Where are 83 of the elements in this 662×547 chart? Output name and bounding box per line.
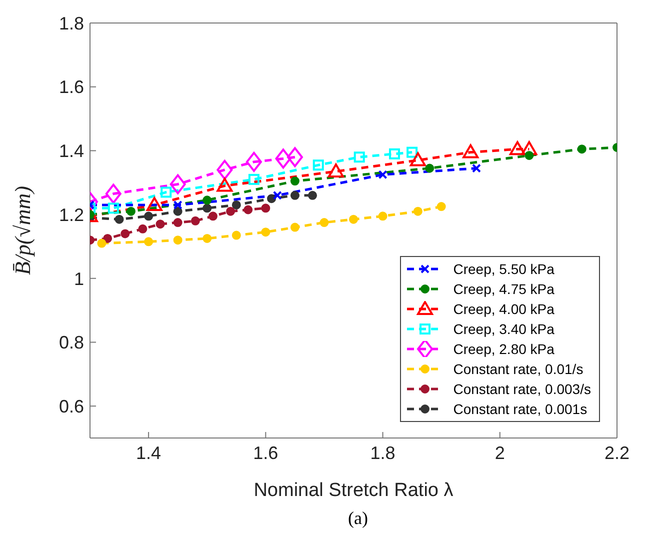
point xyxy=(308,190,318,200)
point xyxy=(138,224,148,234)
point xyxy=(290,176,300,186)
point xyxy=(173,236,182,245)
point xyxy=(216,160,233,180)
legend-label: Constant rate, 0.001s xyxy=(453,401,588,417)
point xyxy=(312,160,324,171)
point xyxy=(146,196,162,211)
point xyxy=(202,234,212,243)
point xyxy=(173,206,182,216)
point xyxy=(261,204,270,213)
point xyxy=(462,144,479,158)
point xyxy=(248,174,260,185)
point xyxy=(378,212,388,221)
point xyxy=(244,205,253,214)
y-tick-label: 1 xyxy=(74,268,84,289)
point xyxy=(190,216,200,226)
x-tick-label: 1.6 xyxy=(253,442,278,463)
point xyxy=(286,147,303,168)
point xyxy=(349,214,358,224)
y-tick-label: 0.6 xyxy=(58,396,84,416)
point xyxy=(413,206,422,216)
point xyxy=(202,196,212,205)
point xyxy=(97,238,106,248)
point xyxy=(272,190,282,200)
point xyxy=(290,222,300,232)
point xyxy=(144,237,154,246)
y-tick-label: 0.8 xyxy=(58,332,84,353)
point xyxy=(509,141,526,156)
point xyxy=(226,206,236,216)
point xyxy=(406,146,418,158)
point xyxy=(290,190,300,200)
x-tick-label: 1.4 xyxy=(136,442,162,463)
point xyxy=(105,184,122,204)
x-tick-label: 1.8 xyxy=(370,442,396,463)
point xyxy=(577,144,586,154)
point xyxy=(388,148,400,160)
point xyxy=(436,202,446,212)
point xyxy=(208,212,218,221)
point xyxy=(114,214,124,224)
point xyxy=(246,152,262,172)
point xyxy=(126,206,136,216)
point xyxy=(120,229,130,238)
point xyxy=(261,228,270,237)
point xyxy=(410,152,426,166)
point xyxy=(354,152,365,163)
point xyxy=(328,163,344,178)
point xyxy=(216,178,233,192)
legend-label: Creep, 3.40 kPa xyxy=(453,321,554,337)
legend-label: Creep, 5.50 kPa xyxy=(453,261,554,277)
legend-label: Creep, 4.00 kPa xyxy=(453,301,554,317)
y-tick-label: 1.6 xyxy=(58,77,84,98)
y-tick-label: 1.4 xyxy=(58,141,84,162)
point xyxy=(170,174,186,194)
point xyxy=(521,141,538,156)
point xyxy=(378,170,388,180)
point xyxy=(275,148,292,169)
point xyxy=(472,164,481,173)
y-tick-label: 1.2 xyxy=(58,204,84,225)
point xyxy=(144,212,154,221)
point xyxy=(160,186,172,198)
point xyxy=(425,164,434,173)
legend-label: Constant rate, 0.01/s xyxy=(453,361,584,377)
x-axis-title: Nominal Stretch Ratio λ xyxy=(254,480,454,501)
point xyxy=(202,204,212,213)
point xyxy=(173,218,182,228)
point xyxy=(524,150,534,160)
legend-label: Creep, 2.80 kPa xyxy=(453,341,554,357)
point xyxy=(232,230,241,240)
x-tick-label: 2.2 xyxy=(604,442,630,463)
point xyxy=(156,220,165,229)
x-tick-label: 2 xyxy=(494,442,505,463)
legend-label: Constant rate, 0.003/s xyxy=(453,381,591,397)
point xyxy=(320,218,329,228)
point xyxy=(103,234,112,243)
y-tick-label: 1.8 xyxy=(58,13,84,34)
y-axis-title: B̄/p(√mm) xyxy=(10,186,35,276)
legend-label: Creep, 4.75 kPa xyxy=(453,281,554,297)
point xyxy=(108,202,119,214)
point xyxy=(173,200,182,210)
point xyxy=(232,200,241,210)
point xyxy=(267,194,276,204)
text: (a) xyxy=(347,508,369,529)
